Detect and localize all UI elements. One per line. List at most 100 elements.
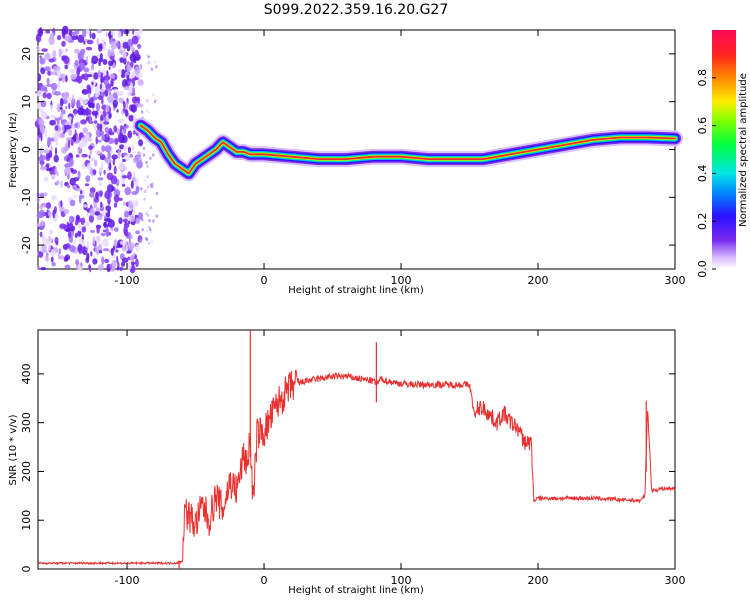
noise-speckle [105, 32, 108, 37]
noise-speckle [146, 185, 150, 189]
noise-speckle [69, 158, 74, 167]
noise-speckle [125, 124, 129, 129]
noise-speckle [69, 245, 76, 253]
noise-speckle [72, 134, 77, 143]
noise-speckle [50, 174, 56, 178]
noise-speckle [104, 126, 110, 133]
noise-speckle [51, 262, 56, 267]
noise-speckle [116, 42, 120, 47]
noise-speckle [50, 145, 53, 152]
colorbar-ticks: 0.0 0.2 0.4 0.6 0.8 [696, 69, 716, 278]
noise-speckle [137, 43, 142, 50]
noise-speckle [46, 77, 50, 85]
x-tick-label: 0 [261, 574, 268, 587]
noise-speckle [77, 99, 81, 108]
noise-speckle [67, 231, 72, 239]
noise-speckle [123, 28, 130, 35]
noise-speckle [98, 45, 103, 52]
noise-speckle [36, 192, 40, 197]
noise-speckle [59, 133, 65, 139]
noise-speckle [88, 102, 95, 108]
noise-speckle [44, 89, 48, 93]
noise-speckle [94, 120, 98, 124]
noise-speckle [59, 73, 66, 79]
noise-speckle [95, 191, 99, 200]
noise-speckle [152, 153, 155, 157]
noise-speckle [129, 254, 135, 262]
noise-speckle [94, 211, 100, 216]
noise-speckle [48, 167, 52, 171]
noise-speckle [83, 67, 90, 73]
noise-speckle [69, 168, 74, 172]
noise-speckle [48, 58, 55, 63]
noise-speckle [120, 261, 126, 267]
noise-speckle [113, 202, 118, 208]
noise-speckle [130, 216, 136, 223]
x-tick-label: 100 [391, 574, 412, 587]
noise-speckle [62, 109, 66, 115]
noise-speckle [50, 114, 56, 119]
noise-speckle [68, 127, 72, 136]
noise-speckle [97, 95, 103, 100]
y-tick-label: 0 [20, 566, 33, 573]
noise-speckle [55, 146, 57, 156]
noise-speckle [130, 180, 134, 189]
noise-speckle [89, 191, 95, 198]
noise-speckle [78, 132, 84, 139]
noise-speckle [74, 48, 80, 54]
noise-speckle [132, 206, 136, 216]
noise-speckle [61, 49, 65, 54]
noise-speckle [123, 146, 128, 152]
noise-speckle [137, 96, 141, 105]
noise-speckle [95, 235, 101, 244]
noise-speckle [58, 248, 61, 255]
noise-speckle [49, 119, 56, 126]
noise-speckle [145, 212, 148, 216]
noise-speckle [69, 69, 76, 74]
noise-speckle [139, 66, 143, 71]
noise-speckle [87, 133, 90, 138]
noise-speckle [48, 210, 52, 218]
noise-speckle [61, 125, 65, 133]
noise-speckle [84, 183, 90, 187]
noise-speckle [150, 240, 154, 244]
noise-speckle [89, 264, 92, 273]
noise-speckle [81, 98, 88, 105]
noise-speckle [46, 83, 53, 87]
noise-speckle [108, 219, 115, 228]
noise-speckle [113, 88, 118, 93]
noise-speckle [106, 184, 114, 193]
y-tick-label: 400 [20, 363, 33, 384]
noise-speckle [60, 119, 66, 123]
noise-speckle [80, 262, 83, 267]
noise-speckle [40, 125, 45, 134]
noise-speckle [108, 162, 112, 171]
noise-speckle [66, 184, 71, 189]
noise-speckle [53, 154, 59, 163]
noise-speckle [142, 153, 146, 157]
noise-speckle [147, 241, 151, 245]
noise-speckle [89, 97, 94, 103]
colorbar: 0.0 0.2 0.4 0.6 0.8 Normalized spectral ampl… [696, 30, 749, 278]
noise-speckle [96, 215, 103, 221]
noise-speckle [65, 258, 68, 262]
noise-speckle [121, 183, 126, 187]
noise-speckle [108, 30, 112, 40]
noise-speckle [104, 258, 110, 264]
noise-speckle [83, 40, 86, 45]
noise-speckle [103, 169, 106, 175]
noise-speckle [39, 209, 45, 218]
noise-speckle [141, 228, 144, 232]
noise-speckle [83, 73, 89, 81]
noise-speckle [135, 244, 140, 252]
noise-speckle [72, 94, 75, 102]
noise-speckle [69, 177, 76, 186]
x-tick-label: 300 [665, 574, 686, 587]
noise-speckle [38, 250, 44, 258]
noise-speckle [129, 154, 133, 158]
colorbar-tick-label: 0.2 [696, 212, 709, 230]
noise-speckle [77, 244, 83, 253]
noise-speckle [104, 190, 111, 200]
bottom-x-axis-label: Height of straight line (km) [288, 585, 424, 596]
noise-speckle [145, 160, 148, 164]
